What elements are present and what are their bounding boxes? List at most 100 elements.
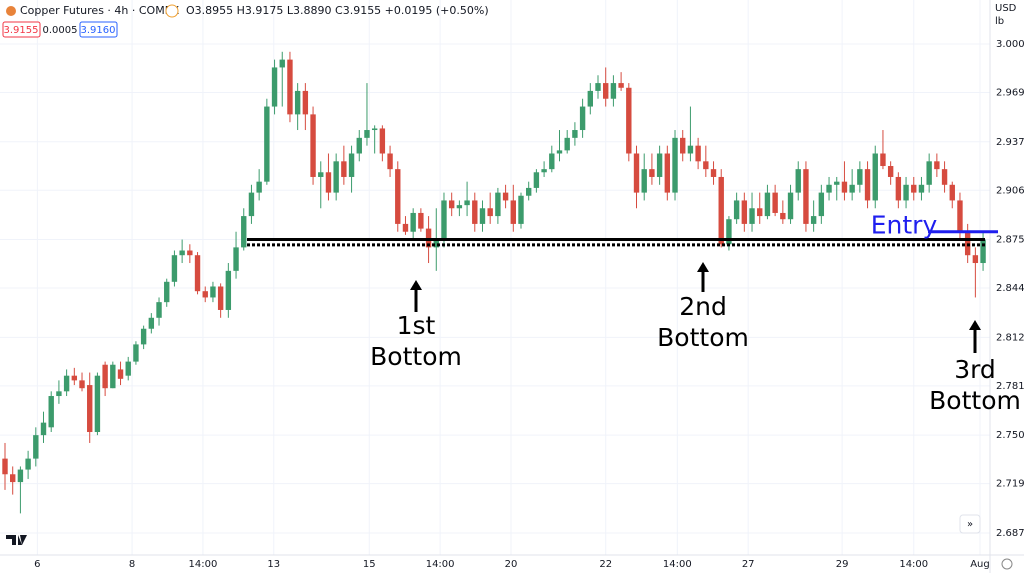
candle-body [456, 205, 463, 209]
candle-body [556, 150, 563, 154]
candle-body [687, 145, 694, 154]
candle-body [980, 239, 986, 264]
candle-body [179, 250, 185, 256]
x-tick-label: 6 [34, 559, 40, 570]
buy-price: 3.9160 [81, 25, 116, 36]
candle-body [318, 172, 324, 177]
candle-body [333, 161, 339, 193]
candle-body [610, 83, 617, 99]
y-tick-label: 2.8125 [996, 332, 1024, 343]
candle-body [656, 153, 663, 177]
candle-body [595, 83, 601, 91]
y-tick-label: 2.7500 [996, 430, 1024, 441]
candle-body [926, 161, 932, 185]
candle-body [703, 161, 709, 170]
candle-body [48, 396, 54, 428]
candle-body [56, 391, 62, 397]
candle-body [125, 361, 131, 376]
candle-body [448, 200, 455, 209]
sell-price: 3.9155 [4, 25, 39, 36]
x-tick-label: 15 [363, 559, 376, 570]
candle-body [633, 153, 640, 193]
spread: 0.0005 [43, 25, 78, 36]
candle-body [895, 176, 902, 201]
candle-body [464, 200, 470, 206]
candle-body [510, 200, 516, 224]
candle-body [17, 469, 24, 483]
candle-body [225, 270, 232, 310]
candle-body [287, 59, 293, 115]
candle-body [425, 228, 432, 248]
x-tick-label: 14:00 [426, 559, 455, 570]
unit: lb [995, 16, 1004, 27]
candle-body [25, 458, 31, 470]
sell-box[interactable] [2, 21, 41, 38]
candle-body [841, 181, 848, 193]
candle-body [880, 153, 886, 167]
annotation-text: 2nd [679, 292, 727, 321]
candle-body [171, 255, 178, 282]
candle-body [849, 184, 855, 193]
x-tick-label: 20 [505, 559, 518, 570]
logo-shape [6, 535, 27, 545]
candle-body [371, 128, 378, 131]
candle-body [395, 169, 401, 224]
candle-body [911, 184, 917, 193]
candle-body [341, 161, 347, 177]
annotation-text: Bottom [370, 342, 462, 371]
candle-body [603, 83, 609, 99]
delay-badge [165, 4, 179, 18]
candle-body [348, 153, 355, 177]
candle-body [110, 364, 116, 389]
tv-logo [6, 535, 27, 545]
chart-title: Copper Futures · 4h · COMEX [20, 4, 180, 17]
candle-body [772, 192, 778, 213]
y-tick-label: 2.7815 [996, 381, 1024, 392]
candle-body [140, 328, 147, 345]
candle-body [857, 169, 863, 185]
candle-body [818, 192, 825, 217]
symbol-icon [6, 6, 16, 16]
candle-body [418, 212, 424, 229]
candle-body [918, 184, 925, 193]
candle-body [780, 212, 786, 220]
candle-body [148, 317, 155, 329]
candle-body [233, 247, 239, 271]
candle-body [402, 223, 409, 232]
candle-body [903, 184, 909, 201]
candle-body [803, 169, 809, 224]
header: Copper Futures · 4h · COMEX O3.8955 H3.9… [2, 3, 1017, 38]
candle-body [33, 435, 39, 459]
candle-body [10, 474, 16, 483]
candle-body [757, 208, 763, 217]
x-tick-label: 22 [599, 559, 612, 570]
currency: USD [995, 3, 1017, 14]
candle-body [40, 422, 47, 436]
candle-body [533, 172, 540, 188]
candle-body [525, 187, 532, 196]
x-tick-label: 14:00 [663, 559, 692, 570]
candle-body [949, 184, 955, 201]
settings-button[interactable] [1001, 558, 1013, 570]
candle-body [479, 208, 486, 224]
candle-body [117, 369, 124, 379]
x-tick-label: 27 [742, 559, 755, 570]
candle-body [164, 281, 170, 303]
candle-body [194, 255, 201, 292]
x-tick-label: 29 [836, 559, 849, 570]
scroll-icon: » [967, 519, 973, 530]
buy-box[interactable] [79, 21, 118, 38]
candle-body [626, 87, 632, 154]
y-tick-label: 2.8440 [996, 283, 1024, 294]
candle-body [518, 195, 524, 224]
candle-body [680, 137, 686, 154]
candle-body [787, 192, 794, 220]
scroll-button[interactable] [959, 514, 981, 534]
candle-body [441, 200, 447, 240]
candle-body [210, 286, 216, 298]
candle-body [364, 130, 370, 138]
annotation-text: 1st [397, 311, 436, 340]
candle-body [972, 255, 979, 264]
